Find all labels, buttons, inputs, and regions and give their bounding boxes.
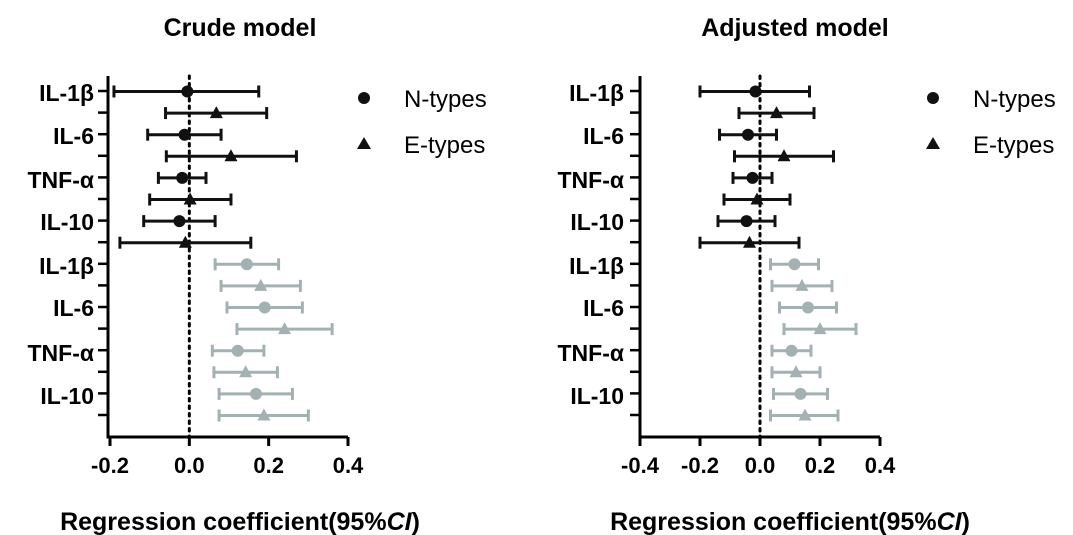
x-tick-label: 0.4 [865,453,896,478]
point-circle [746,171,759,184]
x-axis-label-end: ) [962,508,970,535]
point-circle [794,387,807,400]
y-tick-label: IL-1β [39,80,94,106]
y-tick-label: IL-10 [40,383,94,409]
legend-label: E-types [973,132,1054,159]
y-tick-labels: IL-1β IL-6 TNF-α IL-10 IL-1β IL-6 TNF-α … [557,80,624,409]
point-triangle [239,365,253,378]
estimates [112,85,334,422]
x-axis-label: Regression coefficient(95%CI) [60,508,420,535]
point-triangle [278,322,292,335]
point-triangle [257,408,271,421]
legend-label: N-types [404,86,487,113]
x-tick-label: -0.4 [621,453,660,478]
x-axis-label: Regression coefficient(95%CI) [610,508,970,535]
adjusted-model-panel: Adjusted model IL-1β IL-6 TNF-α IL-10 IL… [557,14,1055,535]
point-triangle [183,192,197,205]
point-triangle [178,235,192,248]
y-tick-label: IL-10 [40,209,94,235]
point-triangle [789,365,803,378]
point-circle [788,258,801,271]
x-tick-label: -0.2 [91,453,129,478]
point-circle [240,258,253,271]
point-circle [181,85,194,98]
legend-circle-marker [927,92,939,104]
x-axis-label-end: ) [412,508,420,535]
y-tick-label: TNF-α [557,340,624,366]
point-triangle [743,235,756,248]
x-tick-label: 0.0 [745,453,776,478]
point-triangle [798,408,812,421]
x-axis-ticks: -0.4 -0.2 0.0 0.2 0.4 [621,437,896,478]
point-circle [740,215,753,228]
point-circle [785,344,798,357]
point-triangle [209,106,223,119]
x-tick-label: 0.4 [333,453,364,478]
point-triangle [813,322,827,335]
x-tick-label: 0.0 [174,453,205,478]
point-triangle [777,149,791,162]
legend: N-types E-types [357,86,487,159]
chart-title: Crude model [164,14,317,42]
point-triangle [224,149,238,162]
point-circle [231,344,244,357]
estimates [698,85,858,422]
y-tick-label: IL-1β [569,80,624,106]
y-tick-label: TNF-α [27,167,94,193]
y-tick-label: IL-6 [583,295,624,321]
point-circle [173,215,186,228]
point-circle [749,85,762,98]
y-axis-ticks [98,89,108,417]
x-axis-label-main: Regression coefficient(95% [60,508,387,535]
point-circle [249,387,262,400]
y-tick-label: TNF-α [27,340,94,366]
y-tick-label: IL-6 [53,295,94,321]
legend-triangle-marker [357,137,371,149]
point-triangle [770,106,783,119]
legend: N-types E-types [926,86,1056,159]
point-triangle [750,192,764,205]
point-circle [258,301,271,314]
legend-label: N-types [973,86,1056,113]
y-tick-label: IL-6 [53,123,94,149]
y-tick-label: IL-10 [570,209,624,235]
y-tick-label: IL-10 [570,383,624,409]
x-tick-label: -0.2 [681,453,719,478]
y-axis-ticks [630,89,640,417]
y-tick-label: IL-1β [39,253,94,279]
point-triangle [795,278,809,291]
y-tick-label: IL-6 [583,123,624,149]
point-circle [178,128,191,141]
x-axis-ticks: -0.2 0.0 0.2 0.4 [91,437,364,478]
point-circle [802,301,814,314]
legend-label: E-types [404,132,485,159]
x-axis-label-ci: CI [387,508,413,535]
x-axis-label-ci: CI [937,508,963,535]
point-circle [176,171,189,184]
chart-title: Adjusted model [701,14,889,42]
legend-triangle-marker [926,137,940,149]
legend-circle-marker [358,92,370,104]
y-tick-label: TNF-α [557,167,624,193]
crude-model-panel: Crude model IL-1β IL-6 TNF-α IL-10 IL-1β… [27,14,486,535]
x-axis-label-main: Regression coefficient(95% [610,508,937,535]
point-triangle [254,278,268,291]
x-tick-label: 0.2 [253,453,284,478]
x-tick-label: 0.2 [805,453,836,478]
y-tick-labels: IL-1β IL-6 TNF-α IL-10 IL-1β IL-6 TNF-α … [27,80,94,409]
y-tick-label: IL-1β [569,253,624,279]
point-circle [742,128,754,141]
